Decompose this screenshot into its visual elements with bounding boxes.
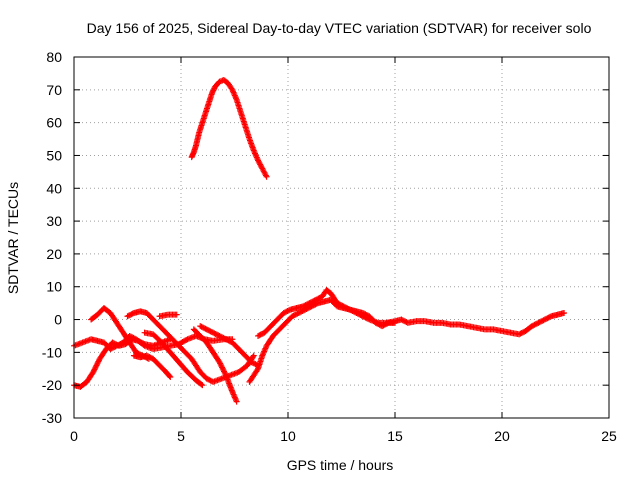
data-point xyxy=(91,366,98,373)
x-tick-label: 5 xyxy=(177,428,185,444)
data-point xyxy=(209,90,216,97)
data-point xyxy=(217,360,224,367)
data-point xyxy=(209,88,216,95)
data-point xyxy=(173,311,180,318)
data-point xyxy=(166,372,173,379)
data-point xyxy=(199,382,206,389)
data-point xyxy=(210,87,217,94)
x-tick-label: 25 xyxy=(601,428,617,444)
data-point xyxy=(90,369,97,376)
data-point xyxy=(249,353,256,360)
y-tick-label: 30 xyxy=(46,213,62,229)
x-tick-label: 15 xyxy=(387,428,403,444)
data-point xyxy=(92,363,99,370)
data-point xyxy=(94,359,101,366)
data-point xyxy=(219,365,226,372)
series-track-8 xyxy=(190,326,240,405)
data-point xyxy=(561,309,568,316)
data-point xyxy=(250,352,257,359)
grid-lines xyxy=(74,57,609,418)
data-point xyxy=(216,359,223,366)
y-tick-label: 20 xyxy=(46,246,62,262)
data-point xyxy=(222,371,229,378)
y-tick-label: 50 xyxy=(46,147,62,163)
data-point xyxy=(220,367,227,374)
y-tick-label: 40 xyxy=(46,180,62,196)
data-point xyxy=(218,363,225,370)
x-axis-label: GPS time / hours xyxy=(287,457,394,473)
x-tick-label: 10 xyxy=(280,428,296,444)
data-point xyxy=(94,361,101,368)
y-tick-label: 0 xyxy=(54,312,62,328)
series-track-9 xyxy=(197,323,262,369)
data-point xyxy=(219,364,226,371)
series-track-7 xyxy=(141,329,206,389)
y-tick-label: -10 xyxy=(42,344,62,360)
series-track-12 xyxy=(359,309,568,338)
data-point xyxy=(254,367,261,374)
chart-title: Day 156 of 2025, Sidereal Day-to-day VTE… xyxy=(87,20,592,36)
x-tick-label: 0 xyxy=(70,428,78,444)
data-point xyxy=(183,336,190,343)
data-point xyxy=(263,173,270,180)
data-point xyxy=(140,340,147,347)
data-point xyxy=(90,367,97,374)
series-track-11 xyxy=(255,287,366,339)
data-point xyxy=(93,362,100,369)
y-tick-label: -20 xyxy=(42,377,62,393)
data-point xyxy=(167,373,174,380)
series-track-13 xyxy=(188,76,270,180)
y-tick-label: 80 xyxy=(46,49,62,65)
data-point xyxy=(233,398,240,405)
y-tick-label: -30 xyxy=(42,410,62,426)
data-point xyxy=(198,381,205,388)
data-point xyxy=(221,368,228,375)
x-tick-label: 20 xyxy=(494,428,510,444)
y-tick-label: 60 xyxy=(46,115,62,131)
data-point xyxy=(365,315,372,322)
series-track-6 xyxy=(156,311,180,320)
data-point xyxy=(221,369,228,376)
y-axis-label: SDTVAR / TECUs xyxy=(5,182,21,294)
data-point xyxy=(95,358,102,365)
y-tick-label: 70 xyxy=(46,82,62,98)
plot-frame xyxy=(73,56,610,419)
series-track-5 xyxy=(130,352,174,380)
y-tick-label: 10 xyxy=(46,279,62,295)
data-point xyxy=(210,86,217,93)
axis-ticks: 0 5 10 15 20 25 -30 -20 -10 0 10 20 30 40 50 60 70 80 xyxy=(42,49,617,444)
data-point xyxy=(217,361,224,368)
data-points xyxy=(71,76,568,405)
data-point xyxy=(262,172,269,179)
data-point xyxy=(92,365,99,372)
